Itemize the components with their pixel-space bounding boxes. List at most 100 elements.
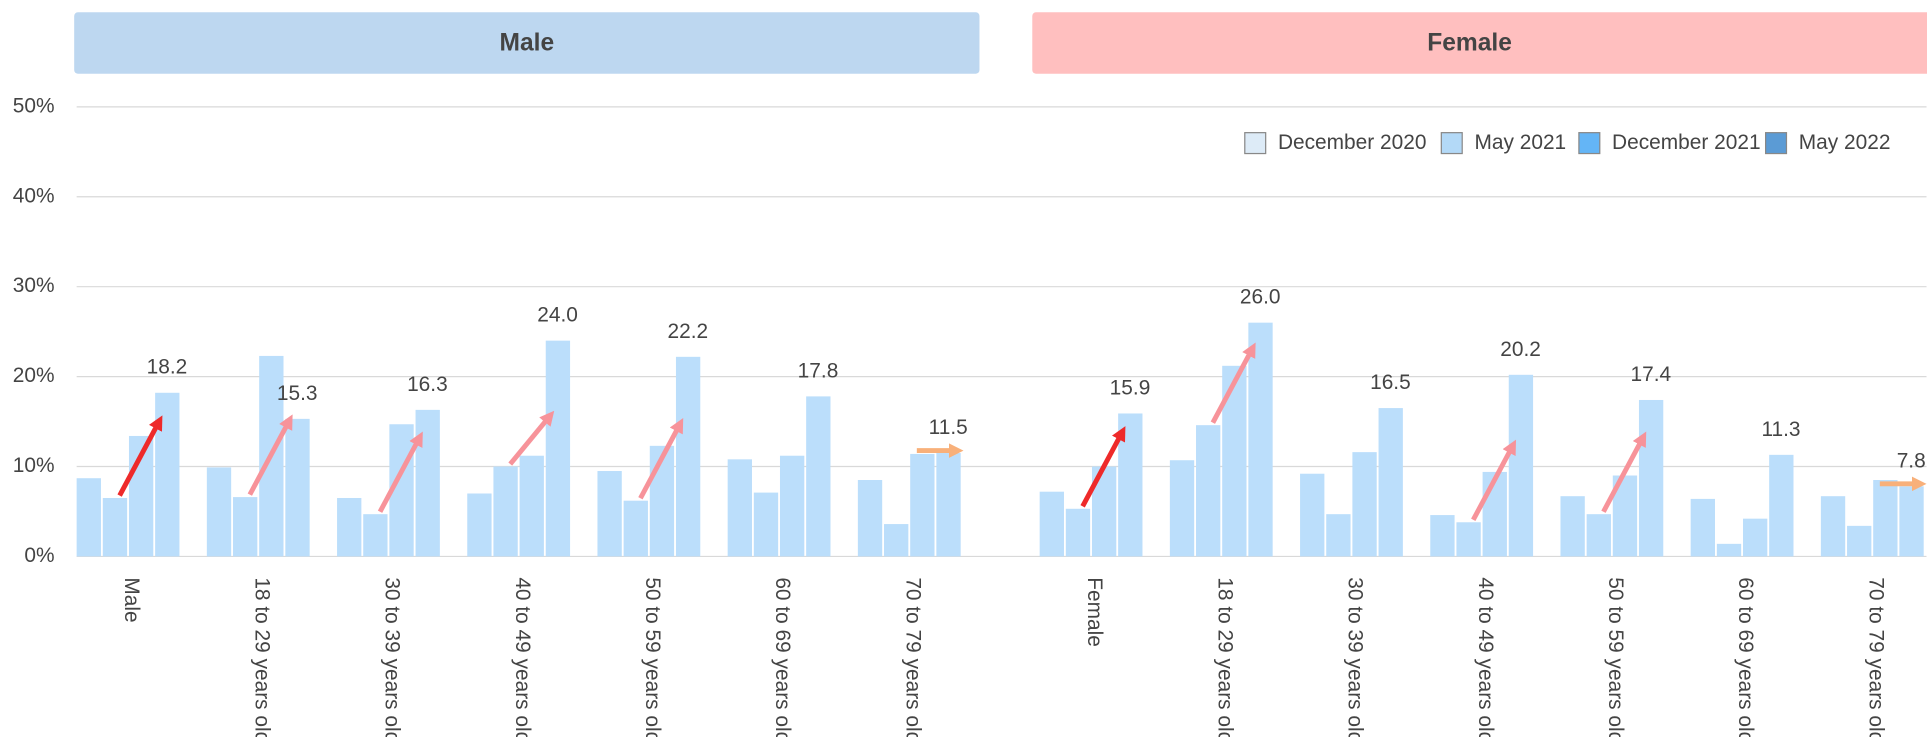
bar [1690,498,1715,557]
x-tick-label: 70 to 79 years old [1864,577,1887,737]
y-tick-label: 40% [13,184,55,207]
data-label: 7.8 [1897,449,1926,472]
trend-arrow [1080,426,1126,508]
bar [1326,514,1351,557]
bar [1638,399,1664,557]
y-tick-label: 0% [24,544,54,567]
bar [233,497,258,557]
bar [623,500,648,557]
bar [1508,374,1534,557]
legend-swatch [1764,132,1788,155]
panel-header [74,12,980,74]
bar [1196,425,1221,557]
x-tick-label: Female [1083,577,1106,647]
bar [1716,543,1742,557]
x-tick-label: 18 to 29 years old [250,577,273,737]
x-tick-label: 60 to 69 years old [1734,577,1757,737]
bar [779,455,805,557]
trend-arrow [377,431,423,513]
bar [1743,518,1768,557]
bar [363,514,388,557]
trend-arrow [1471,439,1517,521]
bar [415,409,440,557]
bar [857,480,883,557]
bar [1847,525,1872,557]
bar [910,453,935,557]
trend-arrow [1601,431,1647,513]
data-label: 15.3 [277,382,318,405]
x-tick-label: 18 to 29 years old [1213,577,1236,737]
panel-header [1032,12,1927,74]
legend-swatch [1244,132,1267,155]
y-tick-label: 30% [13,274,55,297]
data-label: 15.9 [1110,376,1151,399]
bar [936,453,961,557]
x-tick-label: 50 to 59 years old [641,577,664,737]
data-label: 26.0 [1240,286,1281,309]
bar [1482,471,1507,557]
bar [753,492,779,557]
trend-arrow [1210,342,1256,424]
bar [337,497,362,557]
bar [1065,508,1091,557]
x-tick-label: 60 to 69 years old [771,577,794,737]
data-label: 16.5 [1370,371,1411,394]
x-tick-label: 40 to 49 years old [511,577,534,737]
legend-label: December 2021 [1612,131,1761,154]
panel-title: Female [1427,30,1512,57]
data-label: 11.5 [929,416,968,439]
trend-arrow [247,414,293,496]
bar [806,396,831,557]
bar [884,524,909,557]
x-tick-label: 30 to 39 years old [381,577,404,737]
bar [467,493,492,557]
bar [493,466,518,557]
bar [675,356,701,557]
x-tick-label: 30 to 39 years old [1344,577,1367,737]
bar [1456,522,1481,557]
bar [155,392,180,557]
data-label: 18.2 [147,356,188,379]
bar [285,418,310,557]
bar [1248,322,1273,557]
bar [76,478,101,557]
legend-swatch [1578,132,1601,155]
y-tick-label: 20% [13,364,55,387]
data-label: 11.3 [1761,418,1800,441]
bar [519,455,544,557]
bar [597,471,622,557]
y-tick-label: 50% [13,94,55,117]
bar [649,445,675,557]
legend-label: May 2022 [1799,131,1891,154]
trend-arrow [508,410,555,466]
bar [1873,480,1898,557]
y-tick-label: 10% [13,454,55,477]
bar [1378,408,1403,557]
bar [727,459,752,557]
legend-label: May 2021 [1474,131,1566,154]
data-label: 20.2 [1500,338,1541,361]
trend-arrow [117,415,163,497]
bar [1586,514,1611,557]
trend-arrow [638,418,684,500]
data-label: 24.0 [537,304,578,327]
bar [1820,496,1846,557]
data-label: 17.8 [798,359,839,382]
bar [1169,460,1195,557]
bar [102,497,128,557]
bar [206,467,232,557]
bar [1430,515,1455,557]
legend-label: December 2020 [1278,131,1427,154]
x-tick-label: 70 to 79 years old [901,577,924,737]
bar [1899,486,1924,557]
data-label: 17.4 [1630,363,1671,386]
bar [1352,452,1377,557]
bar [545,340,571,557]
x-tick-label: Male [120,577,143,622]
bar [1039,491,1064,557]
bar [1769,454,1794,557]
bar [1300,473,1325,557]
bar [1560,496,1585,557]
panel-title: Male [500,30,555,57]
